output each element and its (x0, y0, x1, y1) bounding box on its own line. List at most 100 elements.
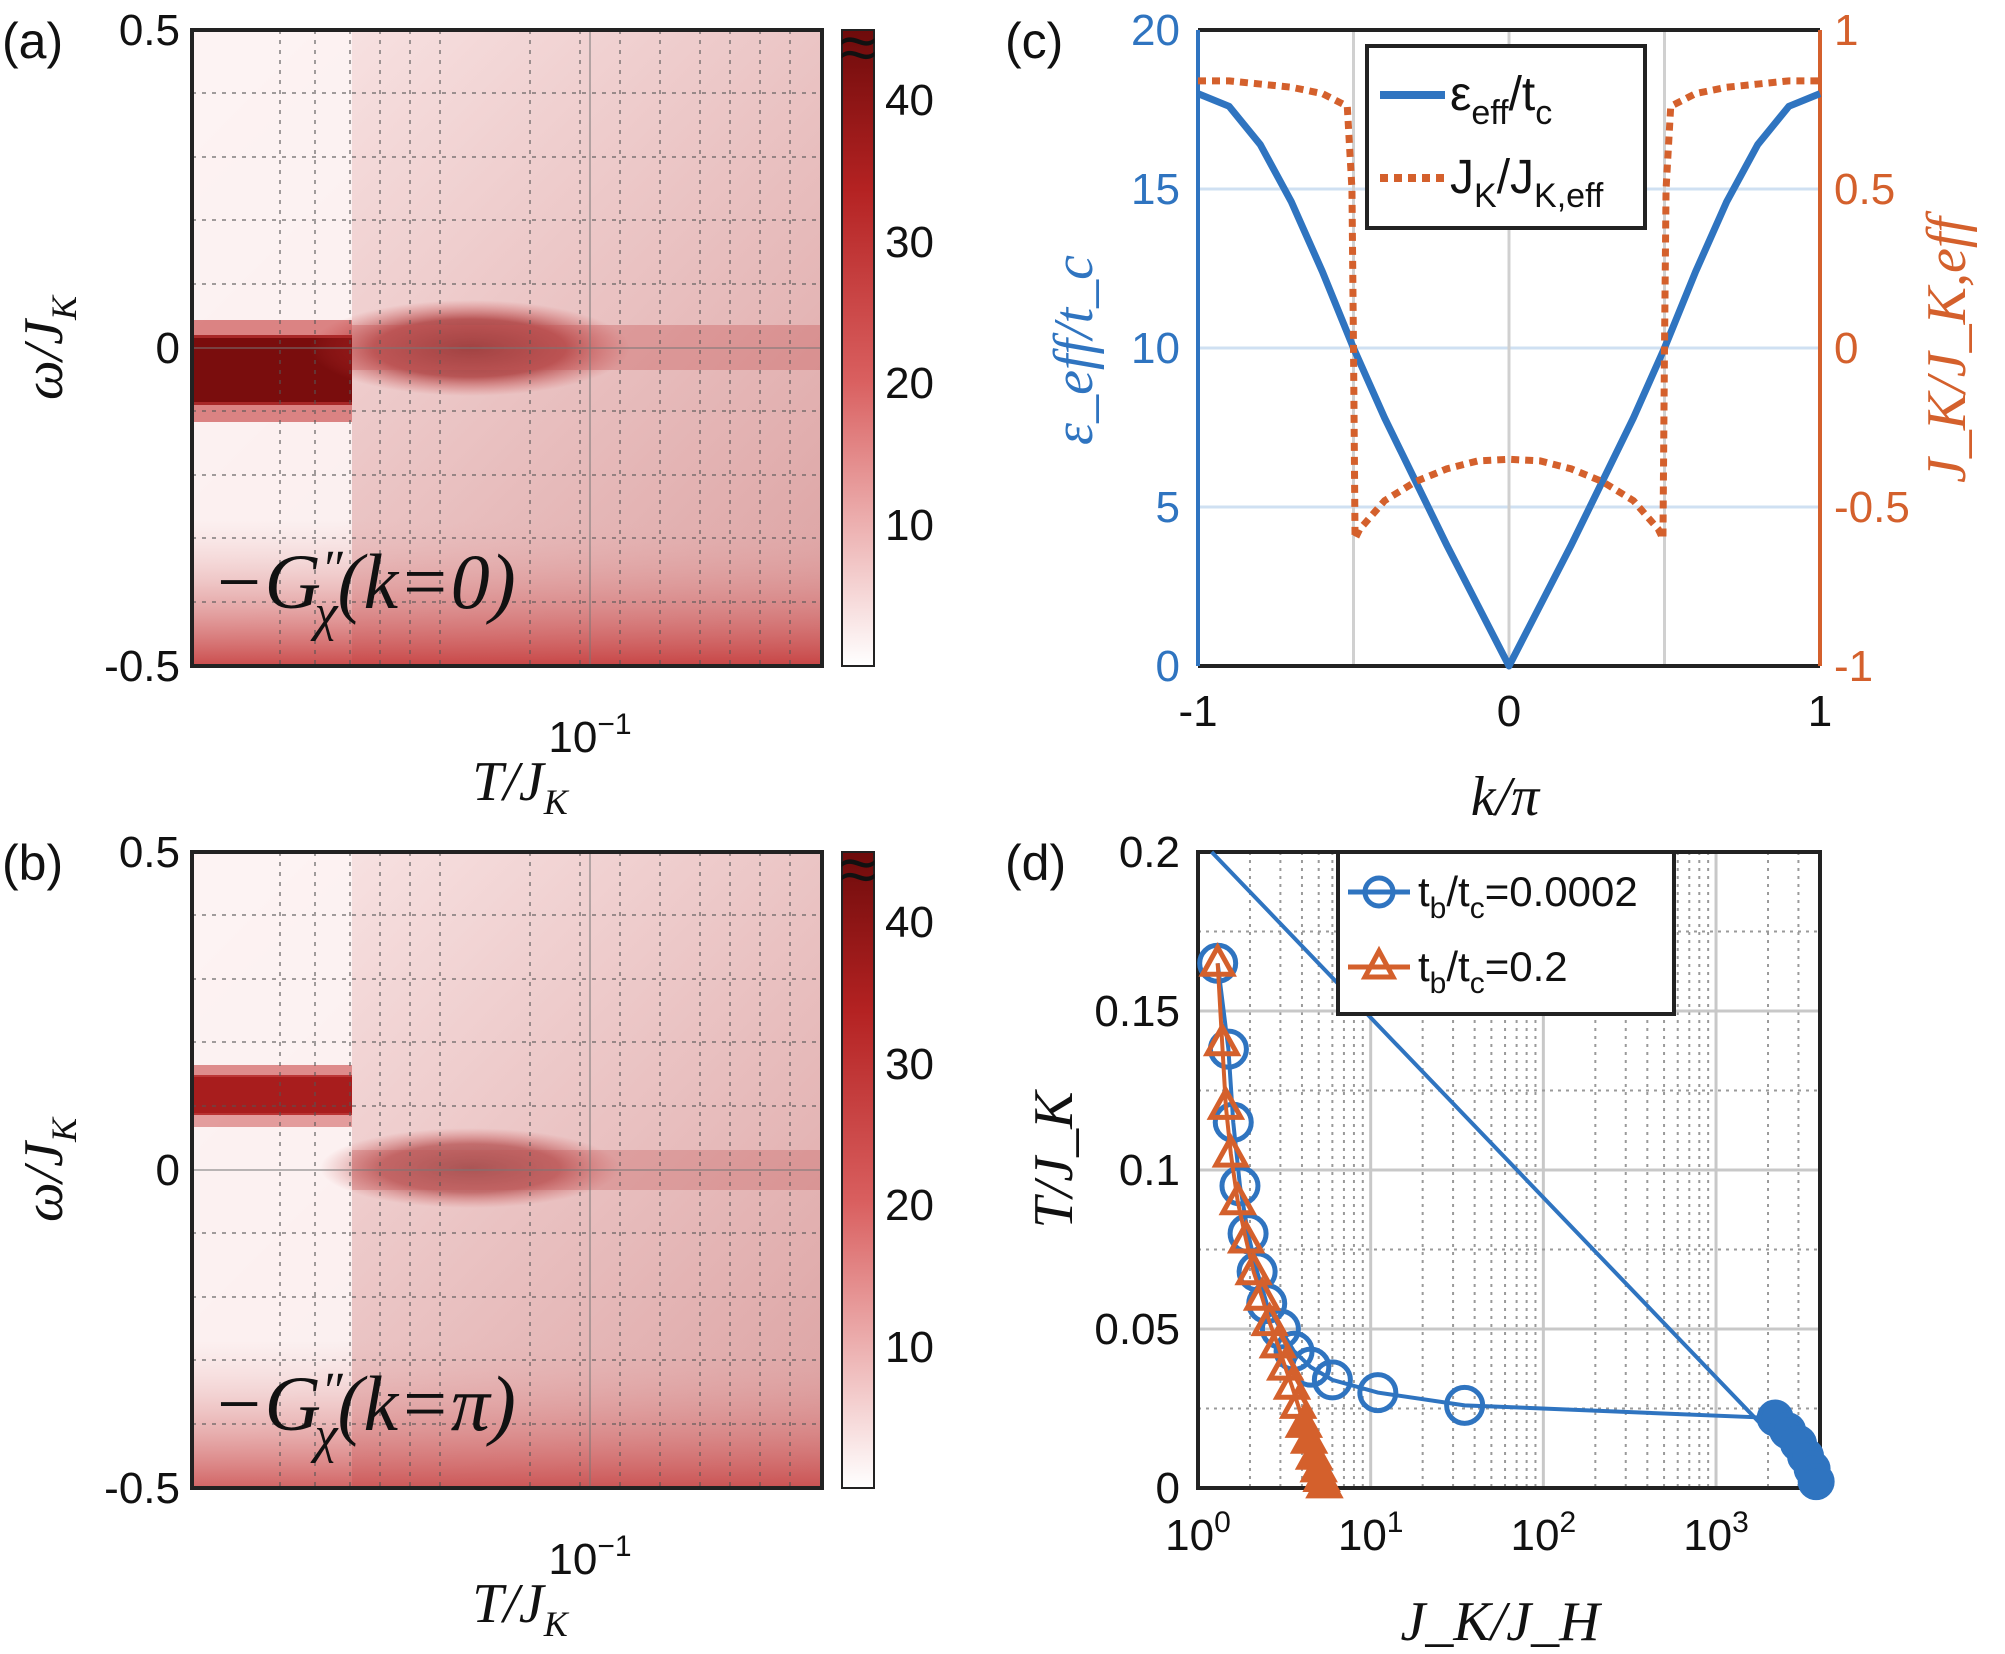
series-group (1197, 850, 1835, 1501)
panel-label-c: (c) (1005, 13, 1063, 69)
colorbar-tick: 10 (885, 501, 934, 550)
xtick-label: 0 (1497, 687, 1521, 736)
xtick-label: -1 (1178, 687, 1217, 736)
ytick-label-left: 5 (1156, 483, 1180, 532)
heatmap-peak-edge-top (192, 1065, 352, 1077)
colorbar-tick: 40 (885, 76, 934, 125)
ytick-label: -0.5 (104, 642, 180, 691)
xtick-label: 101 (1338, 1506, 1404, 1560)
ytick-label-left: 20 (1131, 6, 1180, 55)
colorbar-tick: 20 (885, 359, 934, 408)
data-point-triangle (1305, 1463, 1344, 1499)
colorbar-tick: 30 (885, 218, 934, 267)
panel-label-b: (b) (2, 835, 63, 891)
data-point-circle (1444, 1384, 1486, 1426)
data-point-circle (1797, 1463, 1835, 1501)
heatmap-peak-lowT (192, 1075, 352, 1115)
ytick-label: 0.15 (1094, 987, 1180, 1036)
ytick-label: -0.5 (104, 1464, 180, 1513)
svg-text:T/J_K: T/J_K (1023, 1089, 1085, 1229)
ytick-label-left: 15 (1131, 165, 1180, 214)
legend: εeff/tc JK/JK,eff (1365, 44, 1647, 230)
xtick-label: 102 (1511, 1506, 1577, 1560)
series-line-energy (1196, 90, 1822, 670)
xtick-label: 10−1 (548, 1530, 631, 1584)
xtick-label: 103 (1683, 1506, 1749, 1560)
series-line-coupling (1198, 77, 1820, 541)
heatmap-peak-edge-top (192, 320, 352, 338)
x-axis-label: T/JK (472, 751, 570, 822)
svg-text:ε_eff/t_c: ε_eff/t_c (1043, 255, 1105, 445)
data-point-triangle (1250, 1301, 1289, 1337)
ytick-label: 0 (156, 324, 180, 373)
xtick-label: 100 (1165, 1506, 1231, 1560)
svg-text:ω/JK: ω/JK (13, 294, 84, 400)
colorbar-break-symbol: ≈ (840, 10, 876, 84)
y-axis-label-left: ε_eff/t_c (1043, 255, 1105, 445)
panel-a-heatmap: 0.5 0 -0.5 10−1 −G″ χ(k=0) T/JK ω/JK ≈ 10… (13, 6, 934, 822)
ytick-label-left: 10 (1131, 324, 1180, 373)
xtick-label: 10−1 (548, 708, 631, 762)
data-point-triangle (1206, 1085, 1246, 1120)
legend-entry: εeff/tc (1450, 68, 1552, 132)
data-point-triangle (1234, 1250, 1273, 1286)
xtick-label: 1 (1808, 687, 1832, 736)
x-axis-label: J_K/J_H (1400, 1591, 1602, 1653)
panel-label-a: (a) (2, 13, 63, 69)
colorbar (841, 29, 875, 667)
annotation-k0: −G″ χ(k=0) (212, 538, 516, 642)
heatmap-frame (190, 28, 824, 668)
svg-text:ω/JK: ω/JK (13, 1116, 84, 1222)
data-point-triangle (1198, 942, 1237, 977)
data-point-triangle (1211, 1132, 1251, 1168)
tick-labels: 100 101 102 103 0 0.05 0.1 0.15 0.2 (1094, 828, 1748, 1560)
colorbar-break-symbol: ≈ (840, 832, 876, 906)
data-point-triangle (1258, 1323, 1298, 1359)
ytick-label: 0.05 (1094, 1305, 1180, 1354)
heatmap-peak-edge-bottom (192, 1113, 352, 1127)
ytick-label: 0.5 (119, 828, 180, 877)
colorbar-tick: 40 (885, 898, 934, 947)
ytick-label-right: -0.5 (1834, 483, 1910, 532)
colorbar-tick: 20 (885, 1181, 934, 1230)
y-axis-label: ω/JK (13, 294, 84, 400)
y-axis-label: ω/JK (13, 1116, 84, 1222)
annotation-kpi: −G″ χ(k=π) (212, 1360, 516, 1464)
heatmap-lower-band (192, 520, 822, 666)
legend-box (1365, 44, 1647, 230)
y-axis-label: T/J_K (1023, 1089, 1085, 1229)
y-axis-label-right: J_K/J_K,eff (1916, 210, 1978, 483)
svg-text:J_K/J_K,eff: J_K/J_K,eff (1916, 210, 1978, 483)
heatmap-lower-band (192, 1340, 822, 1488)
data-point-triangle (1242, 1276, 1282, 1311)
ytick-label-right: -1 (1834, 642, 1873, 691)
ytick-label: 0 (1156, 1464, 1180, 1513)
ytick-label-left: 0 (1156, 642, 1180, 691)
heatmap-peak-highT (320, 1128, 620, 1208)
legend-entry: tb/tc=0.2 (1418, 943, 1568, 1000)
data-point-circle (1311, 1359, 1353, 1401)
legend-entry: JK/JK,eff (1450, 151, 1604, 215)
heatmap-grid (192, 852, 822, 1488)
panel-d-line-chart: 100 101 102 103 0 0.05 0.1 0.15 0.2 J_K/J_H T/J_… (1023, 828, 1835, 1653)
ytick-label: 0 (156, 1146, 180, 1195)
ytick-label-right: 1 (1834, 6, 1858, 55)
colorbar (841, 851, 875, 1489)
ytick-label: 0.5 (119, 6, 180, 55)
heatmap-grid (192, 30, 822, 666)
legend-swatch-triangle (1360, 945, 1398, 980)
legend-entry: tb/tc=0.0002 (1418, 868, 1638, 925)
data-point-circle (1357, 1372, 1399, 1414)
heatmap-frame (190, 850, 824, 1490)
legend-swatch-circle (1362, 875, 1396, 909)
ytick-label-right: 0.5 (1834, 165, 1895, 214)
series-group (1196, 77, 1822, 670)
panel-label-d: (d) (1005, 835, 1066, 891)
x-axis-label: k/π (1471, 766, 1541, 828)
legend: tb/tc=0.0002 tb/tc=0.2 (1336, 850, 1676, 1016)
ytick-label: 0.2 (1119, 828, 1180, 877)
data-point-triangle (1226, 1218, 1266, 1254)
